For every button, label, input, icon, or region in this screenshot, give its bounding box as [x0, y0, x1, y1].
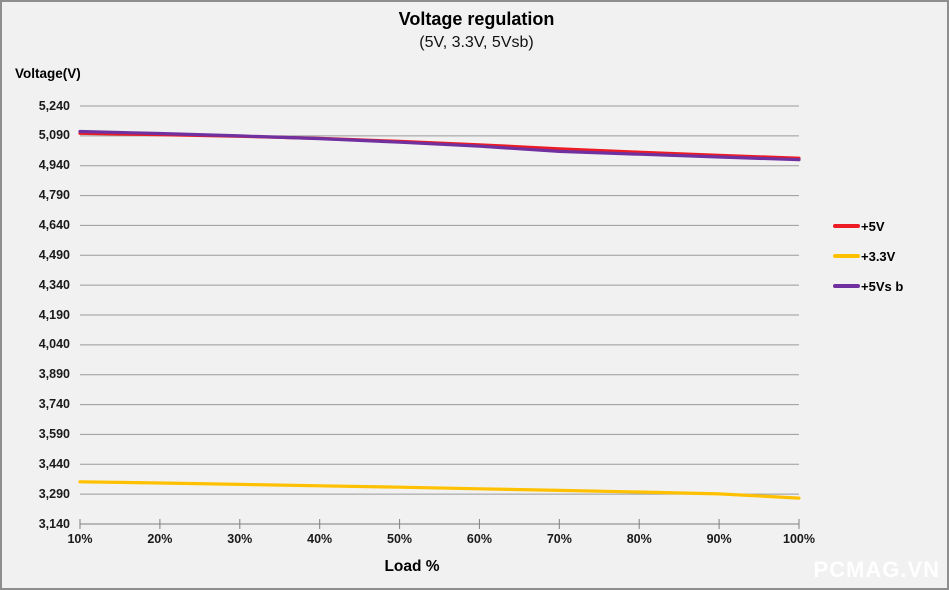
legend-line-5vsb-icon [833, 284, 860, 288]
chart-subtitle: (5V, 3.3V, 5Vsb) [419, 34, 534, 51]
x-tick-label: 10% [67, 532, 93, 546]
legend-label-5vsb: +5Vs b [861, 278, 904, 294]
y-tick-label: 3,740 [38, 397, 70, 412]
y-tick-label: 4,340 [38, 277, 70, 292]
legend-label-3v3: +3.3V [861, 248, 896, 264]
legend-item-5v: +5V [833, 211, 903, 241]
x-tick-label: 80% [626, 532, 652, 546]
x-tick-label: 20% [147, 532, 173, 546]
x-tick-label: 60% [466, 532, 492, 546]
x-tick-label: 90% [706, 532, 732, 546]
legend-item-3v3: +3.3V [833, 241, 903, 271]
x-tick-label: 100% [783, 532, 815, 546]
x-axis-title: Load % [384, 558, 440, 575]
legend-line-5v-icon [833, 224, 860, 228]
y-tick-label: 4,040 [38, 337, 70, 352]
y-tick-label: 4,490 [38, 247, 70, 262]
y-tick-label: 3,890 [38, 367, 70, 382]
x-tick-label: 50% [387, 532, 413, 546]
legend-line-3v3-icon [833, 254, 860, 258]
y-tick-label: 5,090 [38, 128, 70, 143]
series-line [78, 480, 801, 500]
x-tick-label: 30% [227, 532, 253, 546]
y-tick-label: 5,240 [38, 98, 70, 113]
legend: +5V +3.3V +5Vs b [833, 211, 903, 301]
y-tick-label: 3,140 [38, 516, 70, 531]
legend-item-5vsb: +5Vs b [833, 271, 903, 301]
y-tick-label: 4,190 [38, 307, 70, 322]
y-tick-label: 4,640 [38, 217, 70, 232]
y-tick-label: 3,590 [38, 426, 70, 441]
y-tick-label: 4,940 [38, 158, 70, 173]
chart-title: Voltage regulation [398, 9, 555, 29]
x-tick-label: 40% [307, 532, 333, 546]
series-line [78, 129, 801, 162]
watermark: PCMAG.VN [813, 557, 940, 582]
x-tick-label: 70% [546, 532, 572, 546]
y-tick-label: 3,440 [38, 456, 70, 471]
y-axis-title: Voltage(V) [15, 66, 81, 81]
legend-label-5v: +5V [861, 218, 885, 234]
y-tick-label: 3,290 [38, 486, 70, 501]
y-tick-label: 4,790 [38, 188, 70, 203]
